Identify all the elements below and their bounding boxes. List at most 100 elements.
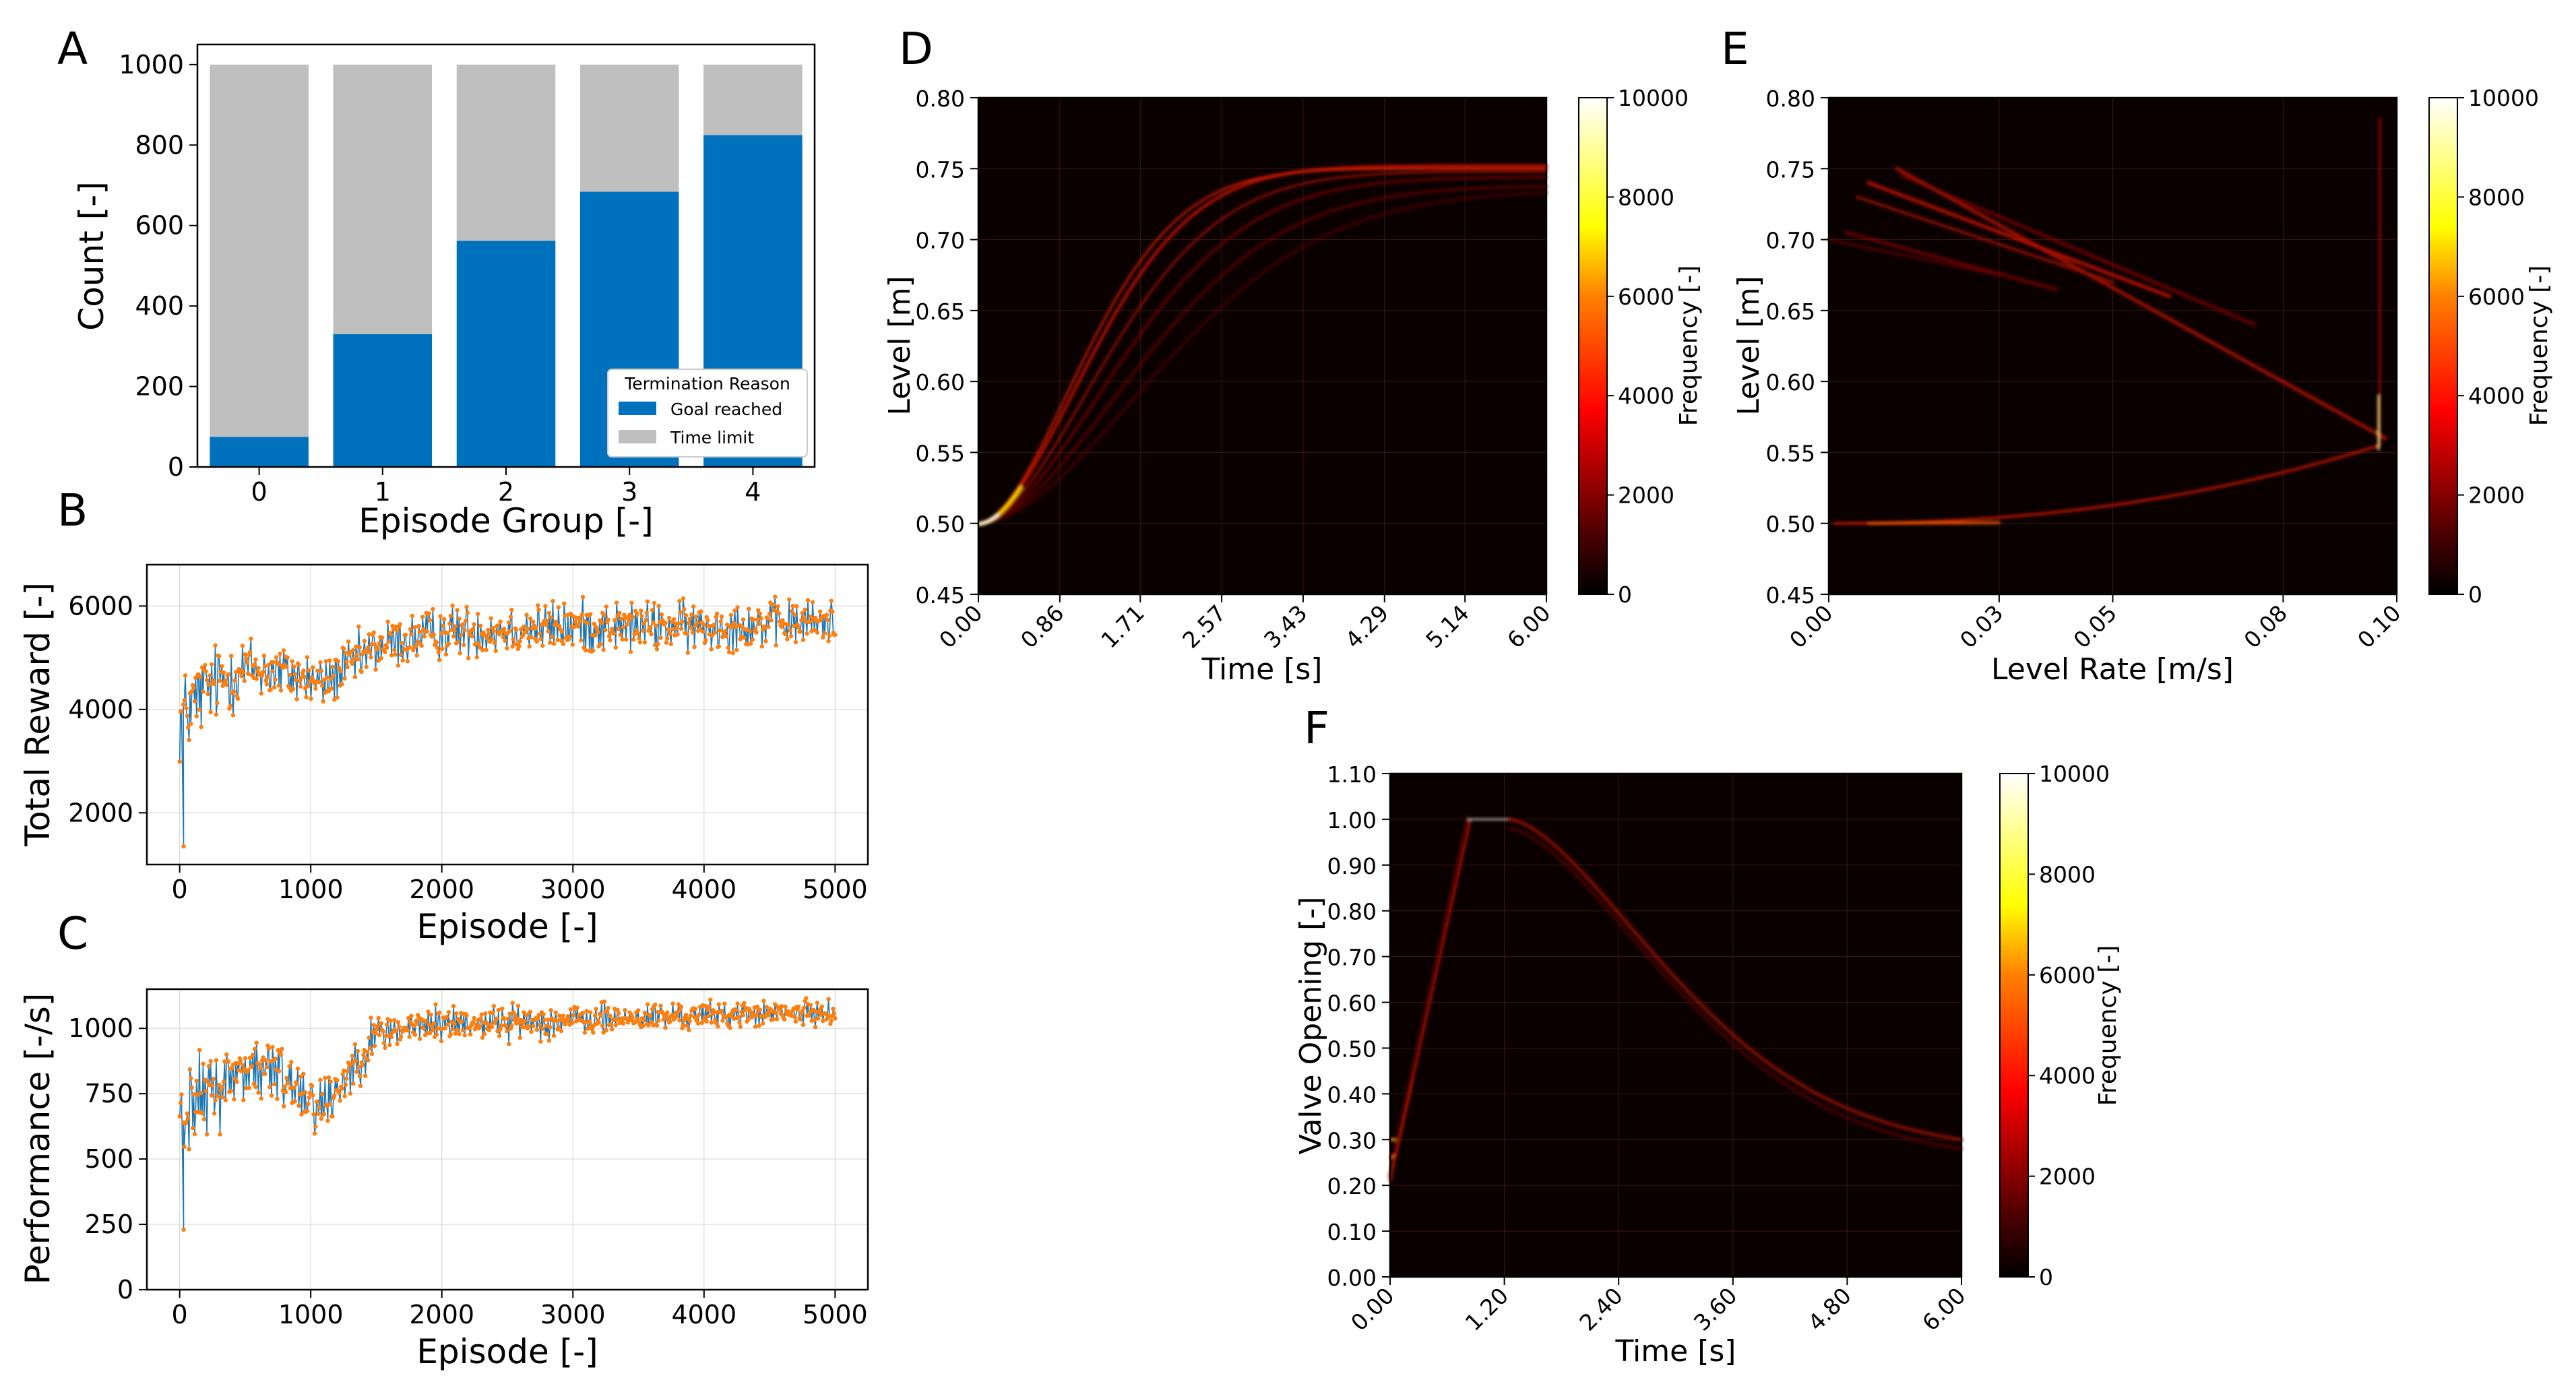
panel-c-data-point: [812, 1017, 817, 1023]
panel-f-colorbar-tick-label: 4000: [2039, 1063, 2096, 1089]
panel-b-data-point: [389, 653, 394, 658]
panel-b-data-point: [427, 611, 431, 616]
panel-b-data-point: [484, 648, 489, 652]
panel-b-data-point: [616, 627, 621, 631]
panel-c-data-point: [434, 1032, 439, 1037]
panel-b-data-point: [668, 631, 672, 636]
panel-b-data-point: [766, 625, 771, 629]
panel-b-data-point: [329, 686, 334, 691]
panel-b-data-point: [292, 664, 296, 669]
panel-c-data-point: [685, 1024, 689, 1028]
panel-b-data-point: [509, 607, 514, 613]
panel-c-data-point: [633, 1019, 638, 1025]
panel-d-trajectory-band: [976, 185, 1548, 526]
panel-c-data-point: [396, 1020, 401, 1025]
panel-f-ytick-label: 0.40: [1327, 1081, 1377, 1108]
panel-b-data-point: [700, 629, 705, 634]
panel-b-data-point: [635, 631, 641, 636]
panel-c-data-point: [189, 1076, 193, 1081]
panel-b-data-point: [335, 695, 340, 700]
panel-b-data-point: [419, 643, 424, 648]
panel-b-data-point: [524, 613, 529, 617]
panel-c-data-point: [670, 1013, 674, 1017]
panel-f-colorbar-tick-label: 0: [2039, 1264, 2053, 1290]
panel-c-data-point: [654, 1023, 660, 1028]
panel-c-data-point: [398, 1034, 404, 1039]
panel-b-data-point: [281, 648, 286, 653]
panel-c-data-point: [675, 1010, 680, 1015]
panel-b-data-point: [216, 654, 222, 659]
panel-c-data-point: [591, 1030, 596, 1035]
legend-label-goal-reached: Goal reached: [670, 400, 782, 419]
panel-c-data-point: [645, 1002, 650, 1007]
panel-b-data-point: [309, 696, 313, 701]
panel-c-data-point: [238, 1059, 243, 1063]
panel-c-data-point: [186, 1115, 191, 1121]
panel-b-data-point: [450, 603, 455, 608]
panel-b-data-point: [525, 626, 530, 631]
panel-c-data-point: [670, 1001, 675, 1006]
panel-c-data-point: [792, 1015, 797, 1019]
panel-d-trajectory-band: [976, 191, 1548, 526]
panel-b-data-point: [181, 702, 186, 707]
panel-b-data-point: [671, 617, 677, 622]
panel-c-data-point: [407, 1034, 412, 1040]
panel-c-data-point: [556, 1025, 561, 1030]
panel-c-data-point: [693, 1007, 698, 1011]
panel-c-data-point: [199, 1090, 203, 1096]
panel-c-data-point: [232, 1097, 237, 1102]
panel-b-data-point: [606, 617, 610, 622]
panel-c-data-point: [218, 1088, 224, 1093]
panel-d-ylabel: Level [m]: [883, 276, 917, 415]
panel-b-data-point: [233, 670, 239, 674]
panel-c-data-point: [683, 1013, 689, 1017]
panel-b-data-point: [666, 627, 670, 632]
panel-b-data-point: [714, 615, 718, 619]
panel-b-data-point: [553, 619, 558, 624]
panel-c-ytick-label: 250: [84, 1210, 133, 1239]
panel-c-data-point: [223, 1098, 228, 1103]
panel-b-data-point: [656, 604, 661, 608]
panel-c-data-point: [668, 1019, 672, 1024]
panel-c-data-point: [451, 1004, 456, 1009]
panel-b-data-point: [372, 642, 377, 647]
panel-c-data-point: [568, 1007, 573, 1012]
panel-c-data-point: [522, 1010, 526, 1015]
panel-c-data-point: [232, 1076, 237, 1081]
panel-c-data-point: [249, 1064, 254, 1069]
panel-b-data-point: [375, 645, 380, 650]
panel-c-data-point: [804, 996, 809, 1001]
panel-b-data-point: [356, 624, 361, 629]
panel-b-data-point: [692, 644, 697, 650]
panel-b-data-point: [596, 630, 600, 635]
panel-c-data-point: [201, 1117, 206, 1122]
panel-f-xlabel: Time [s]: [1615, 1334, 1736, 1369]
panel-b-data-point: [263, 678, 268, 683]
panel-b-data-point: [557, 624, 562, 629]
panel-c-data-point: [635, 1016, 639, 1022]
panel-b-data-point: [362, 638, 367, 643]
bar-goal-reached-group-2: [456, 241, 556, 467]
panel-c-data-point: [660, 1010, 665, 1015]
panel-d-trajectory-band: [976, 164, 1548, 526]
panel-c-data-point: [764, 1005, 769, 1009]
panel-b-data-point: [559, 638, 564, 643]
panel-c-data-point: [506, 1042, 511, 1046]
panel-b-data-point: [458, 651, 462, 656]
panel-b-data-point: [278, 688, 284, 693]
panel-b-data-point: [271, 660, 276, 664]
panel-b-data-point: [765, 616, 770, 621]
panel-c-data-point: [287, 1064, 292, 1069]
panel-c-data-point: [354, 1059, 358, 1064]
panel-c-data-point: [389, 1034, 394, 1040]
panel-b-data-point: [483, 633, 488, 638]
panel-b-data-point: [447, 621, 452, 626]
panel-c-data-point: [482, 1032, 487, 1036]
panel-c-data-point: [446, 1010, 451, 1015]
panel-c-data-point: [181, 1227, 186, 1232]
panel-c-data-point: [312, 1131, 317, 1136]
panel-b-data-point: [331, 673, 336, 679]
panel-c-data-point: [369, 1015, 373, 1020]
panel-b-data-point: [754, 630, 759, 635]
panel-f-colorbar-tick-label: 10000: [2039, 761, 2110, 787]
